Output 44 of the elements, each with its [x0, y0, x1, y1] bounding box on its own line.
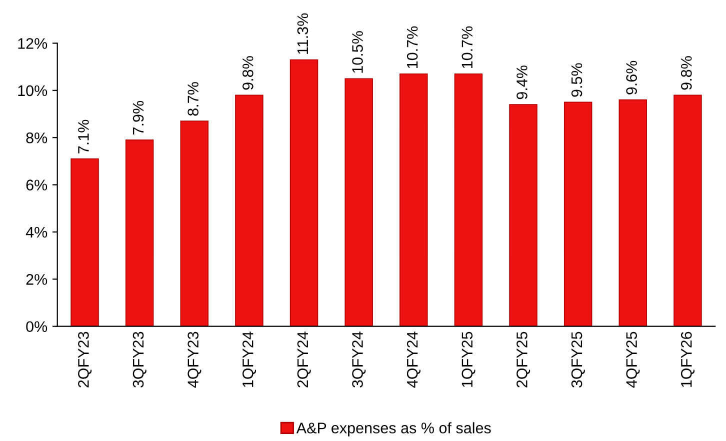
x-tick-label: 2QFY24	[297, 332, 311, 388]
data-label: 9.8%	[242, 56, 254, 90]
data-label: 8.7%	[188, 82, 198, 116]
y-tick-label: 6%	[26, 180, 48, 190]
bar	[454, 73, 483, 326]
data-label: 9.4%	[516, 66, 528, 100]
bar	[509, 104, 538, 326]
x-tick-label: 4QFY23	[188, 332, 202, 388]
bar	[125, 140, 154, 326]
bar	[235, 94, 264, 326]
bar	[618, 99, 648, 326]
y-tick-label: 8%	[26, 132, 48, 144]
data-label: 10.7%	[406, 26, 418, 68]
y-tick-label: 4%	[26, 226, 48, 238]
bar	[290, 59, 318, 326]
bar	[70, 158, 99, 326]
data-label: 9.5%	[571, 63, 582, 97]
data-label: 10.7%	[462, 26, 473, 68]
y-tick-label: 2%	[26, 274, 48, 285]
bar	[400, 73, 428, 326]
x-tick-label: 4QFY25	[626, 332, 640, 388]
bar	[674, 94, 702, 326]
data-label: 11.3%	[297, 13, 308, 54]
x-tick-label: 3QFY24	[352, 332, 366, 388]
data-label: 7.9%	[132, 100, 144, 134]
legend-label: A&P expenses as % of sales	[296, 422, 491, 436]
x-tick-label: 1QFY24	[242, 332, 256, 387]
x-tick-label: 2QFY23	[78, 332, 92, 388]
x-tick-label: 4QFY24	[406, 332, 420, 388]
data-label: 9.8%	[680, 56, 692, 90]
x-tick-label: 1QFY26	[680, 332, 695, 387]
x-tick-label: 1QFY25	[462, 332, 476, 387]
bar	[564, 102, 592, 326]
data-label: 9.6%	[626, 60, 637, 94]
bar	[344, 78, 373, 326]
x-tick-label: 2QFY25	[516, 332, 530, 388]
data-label: 10.5%	[352, 31, 363, 73]
x-tick-label: 3QFY23	[132, 332, 146, 388]
y-tick-label: 0%	[26, 321, 48, 332]
bar	[180, 120, 209, 326]
y-tick-label: 12%	[18, 38, 48, 49]
y-tick-label: 10%	[18, 85, 48, 96]
data-label: 7.1%	[78, 120, 89, 154]
x-tick-label: 3QFY25	[571, 332, 585, 388]
